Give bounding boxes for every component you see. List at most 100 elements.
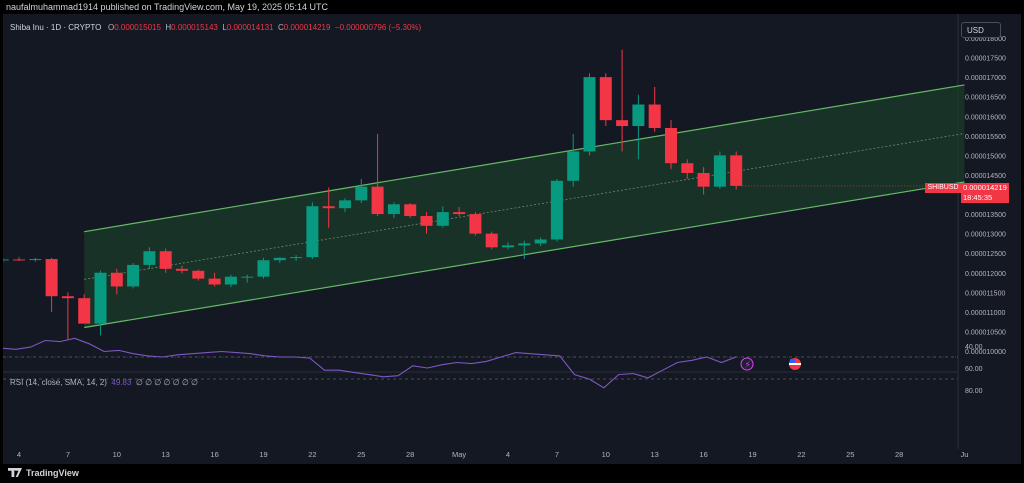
- currency-button[interactable]: USD: [961, 22, 1001, 38]
- candle-body: [713, 155, 726, 187]
- price-axis-tick: 0.000011500: [965, 290, 1005, 297]
- candle-body: [550, 180, 563, 240]
- candle-body: [436, 212, 449, 226]
- rsi-legend: RSI (14, close, SMA, 14, 2) 49.83 ∅ ∅ ∅ …: [10, 378, 198, 387]
- rsi-line: [3, 337, 737, 389]
- rsi-placeholders: ∅ ∅ ∅ ∅ ∅ ∅ ∅: [135, 378, 198, 387]
- candle-body: [94, 272, 107, 324]
- price-axis-tick: 0.000013500: [965, 212, 1006, 219]
- candle-body: [730, 155, 743, 186]
- price-axis-tick: 0.000014500: [965, 173, 1006, 180]
- time-axis-tick: 19: [259, 450, 267, 459]
- time-axis-tick: 19: [748, 450, 756, 459]
- ohlc-legend: Shiba Inu · 1D · CRYPTO O0.000015015 H0.…: [10, 23, 421, 32]
- candle-body: [355, 186, 368, 201]
- open-label: O: [107, 23, 115, 32]
- candle-body: [387, 204, 400, 215]
- high-value: 0.000015143: [171, 23, 218, 32]
- price-axis-tick: 0.000015000: [965, 153, 1006, 160]
- price-axis-tick: 0.000012000: [965, 271, 1006, 278]
- change-value: −0.000000796 (−5.30%): [334, 23, 422, 32]
- candle-body: [339, 200, 351, 209]
- candle-body: [110, 272, 123, 287]
- candle-body: [192, 270, 205, 279]
- branding-bar: TradingView: [0, 464, 1024, 483]
- candle-body: [45, 259, 58, 297]
- candle-body: [599, 77, 612, 121]
- rsi-label: RSI (14, close, SMA, 14, 2): [10, 378, 107, 387]
- price-axis-tick: 0.000016000: [965, 114, 1006, 121]
- price-axis-tick: 0.000015500: [965, 134, 1006, 141]
- candle-body: [697, 172, 710, 187]
- time-axis-tick: 28: [895, 450, 903, 459]
- candle-body: [648, 104, 661, 128]
- candle-body: [665, 127, 677, 164]
- candle-body: [583, 77, 596, 152]
- time-axis-tick: 13: [162, 450, 170, 459]
- candle-body: [616, 120, 629, 127]
- candle-body: [632, 104, 645, 127]
- candle-body: [29, 259, 42, 261]
- candle-body: [420, 216, 433, 226]
- price-axis-tick: 0.000011000: [965, 310, 1005, 317]
- price-axis-tick: 0.000016500: [965, 95, 1006, 102]
- candle-body: [290, 257, 303, 259]
- channel-median-line: [84, 133, 965, 280]
- last-price-label: 0.000014219: [961, 183, 1009, 193]
- time-axis-tick: 7: [66, 450, 70, 459]
- lightning-event-icon: ⚡: [740, 357, 754, 371]
- candle-body: [306, 206, 319, 258]
- time-axis-tick: 22: [797, 450, 805, 459]
- time-axis-tick: 13: [651, 450, 659, 459]
- rsi-axis-tick: 80.00: [965, 388, 983, 395]
- candle-body: [224, 276, 237, 285]
- close-value: 0.000014219: [283, 23, 331, 32]
- candle-body: [241, 276, 254, 278]
- close-label: C: [277, 23, 284, 32]
- author-line: naufalmuhammad1914 published on TradingV…: [6, 2, 329, 12]
- candle-body: [502, 245, 514, 248]
- candle-body: [469, 214, 482, 234]
- time-axis-tick: 16: [699, 450, 707, 459]
- symbol-price-label: SHIBUSD: [925, 183, 961, 193]
- low-label: L: [222, 23, 227, 32]
- rsi-axis-tick: 60.00: [965, 366, 983, 373]
- candle-body: [61, 296, 74, 299]
- candle-body: [257, 260, 270, 277]
- candle-body: [371, 186, 384, 215]
- tradingview-brand[interactable]: TradingView: [8, 468, 79, 478]
- time-axis-tick: 16: [210, 450, 218, 459]
- candle-body: [534, 239, 547, 244]
- candle-body: [273, 257, 286, 261]
- chart-canvas[interactable]: 0.000018000 0.000017500 0.000017000 0.00001…: [3, 14, 1021, 464]
- us-flag-event-icon: [789, 358, 801, 370]
- time-axis-tick: 25: [846, 450, 854, 459]
- low-value: 0.000014131: [226, 23, 274, 32]
- price-axis-tick: 0.000012500: [965, 251, 1006, 258]
- candle-body: [208, 278, 221, 285]
- price-axis-tick: 0.000017500: [965, 56, 1006, 63]
- candle-body: [159, 251, 172, 269]
- tradingview-logo-icon: [8, 468, 22, 477]
- price-axis-tick: 0.000013000: [965, 232, 1006, 239]
- price-axis-tick: 0.000017000: [965, 75, 1006, 82]
- candle-body: [567, 151, 580, 181]
- candle-body: [518, 243, 531, 246]
- open-value: 0.000015015: [114, 23, 161, 32]
- price-axis-tick: 0.000018000: [965, 36, 1006, 43]
- parallel-channel-fill: [84, 84, 965, 328]
- candle-body: [78, 298, 91, 324]
- time-axis-tick: 7: [555, 450, 559, 459]
- time-axis-tick: 22: [308, 450, 316, 459]
- rsi-value: 49.83: [111, 378, 132, 387]
- candle-body: [176, 268, 188, 271]
- high-label: H: [165, 23, 172, 32]
- candle-body: [404, 204, 417, 217]
- candle-body: [3, 259, 9, 261]
- time-axis-tick: 4: [506, 450, 510, 459]
- candle-body: [485, 233, 498, 248]
- svg-text:⚡: ⚡: [745, 361, 751, 371]
- time-axis-tick: 28: [406, 450, 414, 459]
- candle-body: [127, 264, 140, 287]
